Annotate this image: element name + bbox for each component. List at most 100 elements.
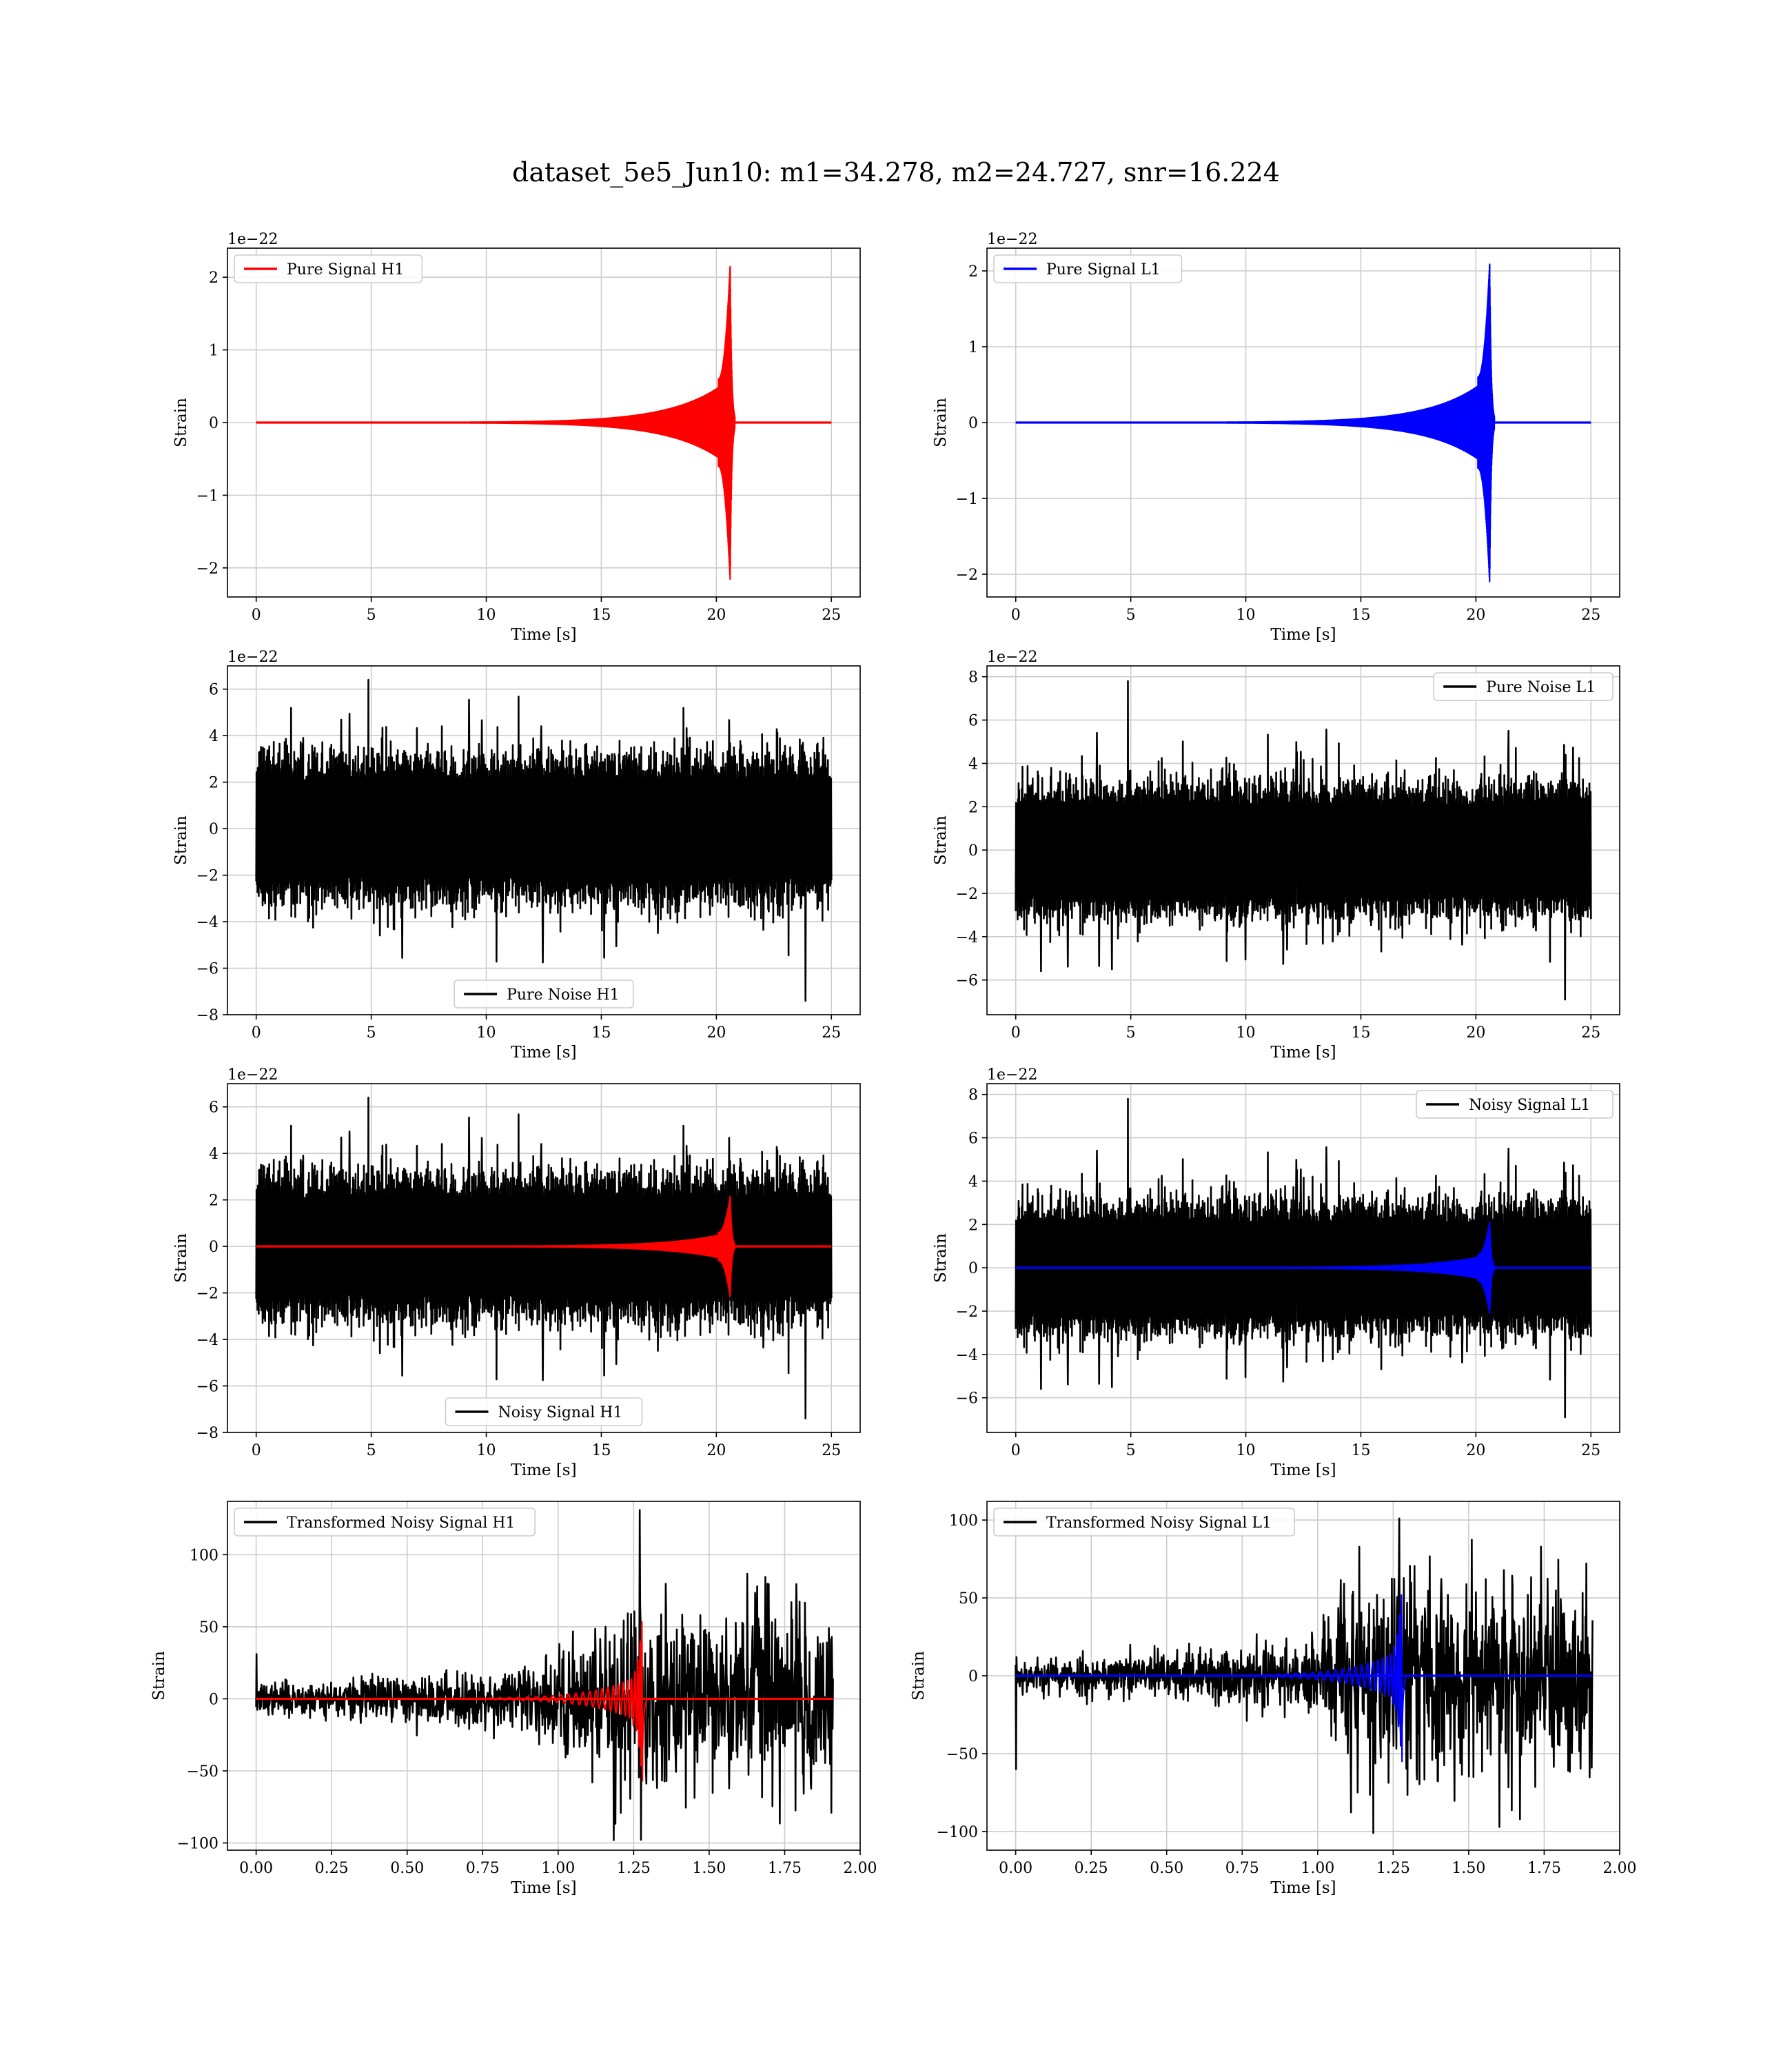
y-tick-label: 50 [199,1619,218,1636]
y-tick-label: 2 [209,270,218,287]
x-tick-label: 1.50 [692,1860,726,1877]
x-tick-label: 0.00 [999,1860,1032,1877]
x-tick-label: 0 [1011,1442,1021,1459]
legend: Pure Signal L1 [993,254,1183,283]
y-tick-label: −100 [937,1824,978,1841]
subplot-noisy-signal-h1: 0 5 10 15 20 25 −8 −6 −4 −2 0 2 4 6 1e−22 Time [s] Strai… [172,1066,861,1479]
series-line-pure-noise-l1-0 [1015,680,1592,1001]
y-tick-label: −4 [956,1347,978,1364]
x-tick-label: 1.50 [1452,1860,1485,1877]
x-tick-label: 20 [706,1024,726,1042]
subplot-pure-noise-l1: 0 5 10 15 20 25 −6 −4 −2 0 2 4 6 8 1e−22 Time [s] Strain… [932,649,1620,1062]
x-axis-label: Time [s] [511,1461,576,1479]
x-axis-label: Time [s] [511,1879,576,1897]
y-tick-label: 4 [209,728,218,745]
x-tick-label: 15 [1351,1024,1370,1042]
y-tick-label: −6 [956,1390,978,1408]
x-tick-label: 2.00 [844,1860,877,1877]
x-tick-label: 15 [591,1442,611,1459]
x-tick-label: 15 [591,1024,611,1042]
x-tick-label: 0.25 [315,1860,349,1877]
legend: Pure Noise L1 [1433,672,1613,701]
y-axis-label: Strain [932,1233,950,1283]
legend: Noisy Signal L1 [1416,1090,1613,1119]
y-tick-label: −6 [196,961,218,978]
y-tick-label: 0 [209,821,218,838]
x-tick-label: 5 [1126,607,1136,624]
series-line-noisy-signal-l1-0 [1015,1097,1592,1419]
x-tick-label: 15 [1351,607,1370,624]
subplot-noisy-signal-l1: 0 5 10 15 20 25 −6 −4 −2 0 2 4 6 8 1e−22 Time [s] Strain… [932,1066,1620,1479]
x-tick-label: 0.25 [1075,1860,1108,1877]
axes-frame [986,1083,1620,1433]
x-axis-label: Time [s] [1270,1044,1336,1062]
x-tick-label: 25 [1581,1024,1600,1042]
y-tick-label: 2 [968,799,978,816]
y-tick-label: 50 [959,1590,978,1608]
y-tick-label: 100 [949,1512,978,1530]
x-tick-label: 10 [1236,1442,1256,1459]
y-tick-label: −100 [177,1836,218,1853]
y-tick-label: −8 [196,1425,218,1442]
y-tick-label: −4 [956,929,978,946]
x-tick-label: 20 [706,1442,726,1459]
y-tick-label: 4 [968,1173,978,1190]
y-tick-label: 0 [968,1260,978,1277]
y-axis-label: Strain [172,815,190,865]
y-tick-label: 4 [209,1146,218,1163]
offset-text: 1e−22 [987,1066,1037,1084]
subplot-transformed-noisy-signal-l1: 0.00 0.25 0.50 0.75 1.00 1.25 1.50 1.75 2.00 −100… [910,1501,1636,1897]
y-tick-label: −50 [946,1746,978,1763]
x-tick-label: 10 [1236,607,1256,624]
y-axis-label: Strain [932,398,950,447]
x-tick-label: 10 [477,1442,496,1459]
legend: Pure Signal H1 [234,254,423,283]
series-line-transformed-noisy-signal-h1-0 [255,1509,834,1841]
offset-text: 1e−22 [227,1066,278,1084]
y-tick-label: −2 [196,1286,218,1303]
y-tick-label: −6 [956,973,978,990]
x-tick-label: 20 [1466,1442,1485,1459]
y-tick-label: −4 [196,1332,218,1349]
x-tick-label: 25 [822,607,841,624]
offset-text: 1e−22 [987,231,1037,248]
x-axis-label: Time [s] [1270,1461,1336,1479]
x-tick-label: 10 [477,1024,496,1042]
legend: Pure Noise H1 [454,980,634,1008]
legend: Transformed Noisy Signal H1 [234,1508,536,1537]
x-tick-label: 0.50 [1150,1860,1183,1877]
y-tick-label: 8 [968,1087,978,1104]
offset-text: 1e−22 [987,649,1037,666]
legend-label: Transformed Noisy Signal L1 [1046,1514,1272,1532]
y-tick-label: −1 [196,487,218,505]
y-tick-label: 0 [968,415,978,432]
y-tick-label: −6 [196,1379,218,1396]
x-tick-label: 5 [367,607,376,624]
y-tick-label: 0 [209,1691,218,1708]
y-tick-label: 0 [968,1668,978,1685]
x-tick-label: 25 [1581,607,1600,624]
x-tick-label: 1.25 [617,1860,651,1877]
y-tick-label: 6 [209,1099,218,1117]
offset-text: 1e−22 [227,649,278,666]
x-tick-label: 1.00 [541,1860,575,1877]
legend-label: Pure Noise L1 [1486,679,1596,696]
y-tick-label: −4 [196,914,218,931]
y-tick-label: −8 [196,1007,218,1024]
y-tick-label: −2 [956,886,978,903]
x-tick-label: 1.75 [768,1860,802,1877]
legend-label: Pure Signal L1 [1046,261,1161,278]
x-tick-label: 25 [1581,1442,1600,1459]
x-tick-label: 20 [706,607,726,624]
y-axis-label: Strain [932,815,950,865]
y-tick-label: 1 [209,343,218,360]
x-tick-label: 15 [1351,1442,1370,1459]
axes-frame [227,1501,861,1851]
subplot-pure-signal-h1: 0 5 10 15 20 25 −2 −1 0 1 2 1e−22 Time [s] Strain Pure… [172,231,861,644]
x-tick-label: 25 [822,1442,841,1459]
axes-frame [986,665,1620,1015]
subplot-pure-noise-h1: 0 5 10 15 20 25 −8 −6 −4 −2 0 2 4 6 1e−22 Time [s] Strai… [172,649,861,1062]
x-axis-label: Time [s] [1270,1879,1336,1897]
legend-label: Noisy Signal H1 [498,1404,623,1421]
offset-text: 1e−22 [227,231,278,248]
